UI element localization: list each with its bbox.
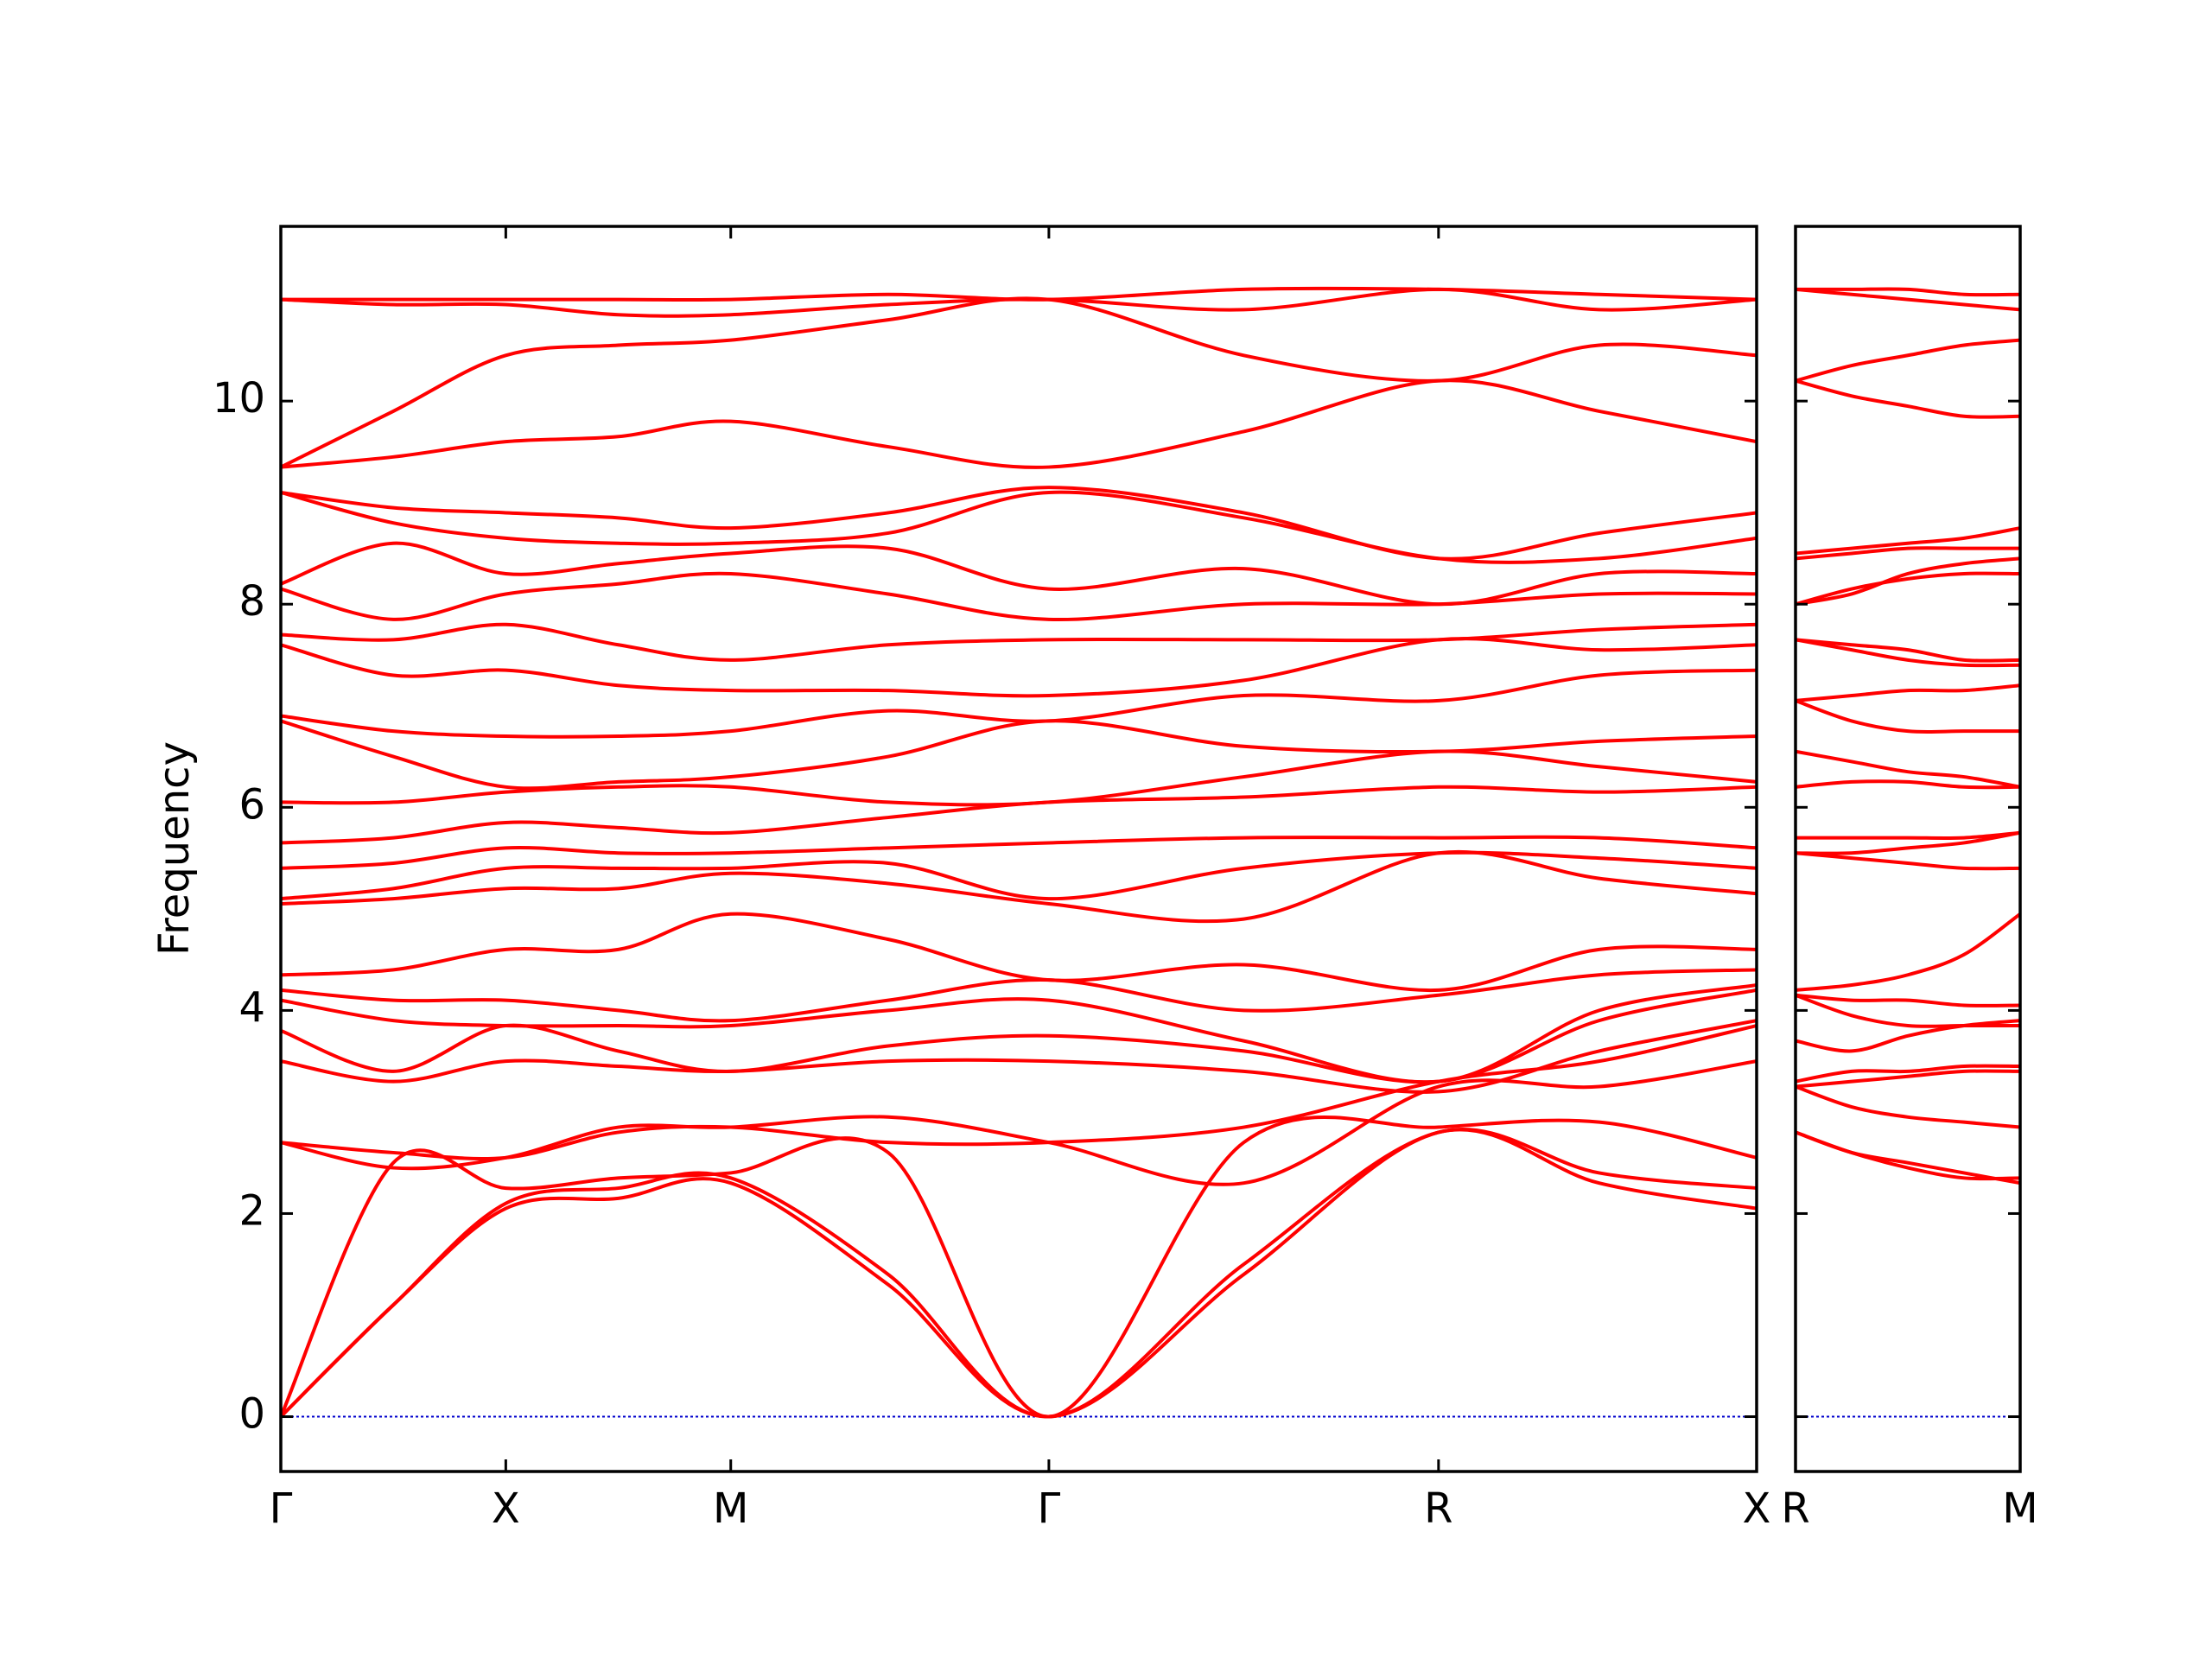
- band-line: [281, 983, 1757, 1084]
- band-line: [281, 637, 1757, 698]
- x-tick-label: R: [1424, 1484, 1452, 1533]
- band-line: [1796, 830, 2020, 855]
- x-tick-label: M: [2002, 1484, 2037, 1533]
- band-line: [281, 1116, 1757, 1419]
- band-line: [1796, 749, 2020, 789]
- band-line: [1796, 699, 2020, 734]
- band-line: [1796, 1130, 2020, 1181]
- band-line: [281, 378, 1757, 469]
- band-line: [281, 912, 1757, 993]
- y-axis-label: Frequency: [150, 741, 199, 956]
- band-line: [1796, 993, 2020, 1028]
- band-line: [1796, 638, 2020, 663]
- band-line: [1796, 1069, 2020, 1089]
- band-line: [1796, 1064, 2020, 1084]
- band-line: [281, 296, 1757, 469]
- band-line: [1796, 287, 2020, 312]
- x-tick-label: Γ: [270, 1484, 293, 1533]
- band-line: [281, 571, 1757, 622]
- band-line: [1796, 338, 2020, 383]
- band-line: [281, 850, 1757, 901]
- band-line: [1796, 830, 2020, 841]
- band-line: [281, 1019, 1757, 1094]
- band-line: [1796, 638, 2020, 668]
- band-line: [281, 486, 1757, 561]
- band-line: [281, 1128, 1757, 1419]
- band-line: [281, 1059, 1757, 1186]
- x-tick-label: R: [1781, 1484, 1809, 1533]
- band-line: [281, 541, 1757, 607]
- band-line: [281, 490, 1757, 564]
- band-line: [1796, 912, 2020, 992]
- band-line: [1796, 526, 2020, 556]
- x-tick-label: X: [1743, 1484, 1771, 1533]
- x-tick-label: M: [713, 1484, 748, 1533]
- x-tick-label: Γ: [1038, 1484, 1061, 1533]
- y-tick-label: 8: [238, 577, 265, 626]
- y-tick-label: 10: [213, 374, 265, 423]
- band-line: [281, 719, 1757, 791]
- band-line: [1796, 546, 2020, 561]
- band-line: [1796, 1019, 2020, 1053]
- band-line: [1796, 556, 2020, 607]
- y-tick-label: 4: [238, 983, 265, 1032]
- band-line: [281, 287, 1757, 318]
- band-line: [1796, 779, 2020, 790]
- band-line: [1796, 851, 2020, 871]
- y-tick-label: 2: [238, 1186, 265, 1235]
- axes-frame: [1794, 225, 2022, 1473]
- band-line: [1796, 683, 2020, 702]
- y-tick-label: 0: [238, 1390, 265, 1439]
- plot-area: [1796, 287, 2020, 1418]
- band-line: [281, 849, 1757, 924]
- band-line: [281, 988, 1757, 1084]
- band-line: [281, 622, 1757, 662]
- band-line: [1796, 378, 2020, 419]
- band-line: [281, 835, 1757, 870]
- y-tick-label: 6: [238, 780, 265, 829]
- band-line: [281, 1024, 1757, 1160]
- band-line: [1796, 571, 2020, 607]
- band-line: [281, 749, 1757, 807]
- x-tick-label: X: [492, 1484, 520, 1533]
- band-line: [281, 668, 1757, 739]
- band-line: [281, 1127, 1757, 1419]
- plot-area: [281, 286, 1757, 1419]
- band-line: [1796, 1130, 2020, 1185]
- axes-frame: [279, 225, 1758, 1473]
- band-line: [281, 286, 1757, 302]
- band-line: [281, 968, 1757, 1023]
- band-line: [1796, 993, 2020, 1007]
- band-line: [1796, 1084, 2020, 1129]
- band-line: [1796, 287, 2020, 297]
- band-line: [281, 785, 1757, 845]
